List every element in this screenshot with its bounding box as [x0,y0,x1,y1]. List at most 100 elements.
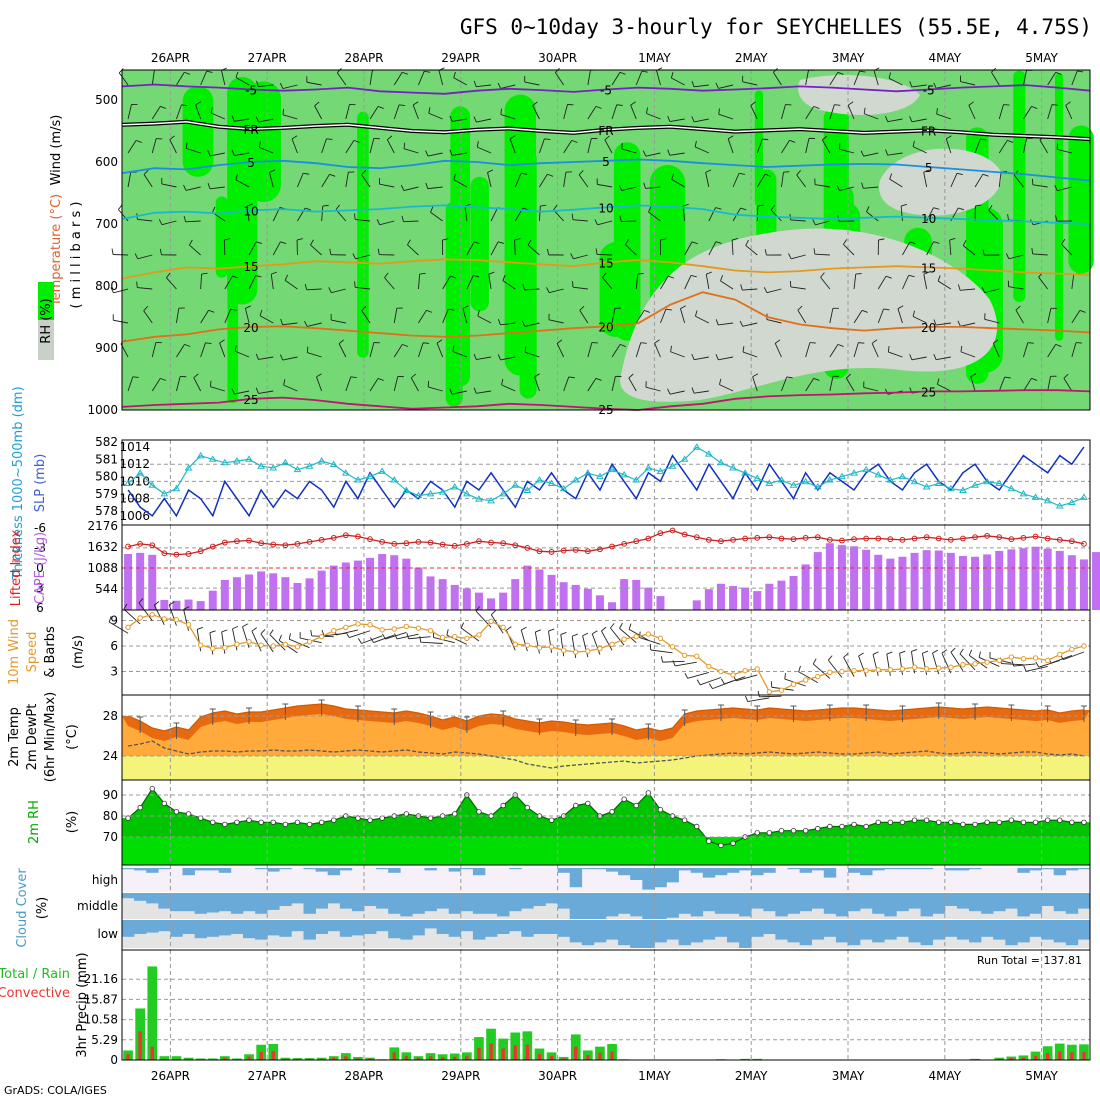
upper-wind-barb-flag [694,140,697,147]
upper-wind-barb [752,376,758,392]
upper-wind-barb [911,356,927,361]
wind-speed-point [464,635,470,642]
upper-wind-barb [221,70,226,86]
wind-barb [610,627,625,646]
cloud-middle-bar [581,893,595,919]
thickness-point [426,489,435,497]
upper-wind-barb [998,376,1006,392]
wind-barb [959,653,976,671]
upper-wind-barb [403,220,419,223]
upper-wind-barb-flag [871,339,878,344]
rh-point [476,809,482,815]
cape-ylabel-cape: CAPE (J/kg) [33,532,48,604]
wind-speed-point [621,636,627,642]
li-point [1020,534,1027,541]
rh-moist-patch [227,123,239,404]
wind-barb [373,634,395,643]
wind-barb-flag [672,660,676,667]
upper-wind-barb [863,387,879,392]
upper-wind-barb [572,219,588,222]
upper-wind-barb-flag [134,253,139,260]
upper-wind-barb-flag [946,135,952,140]
thickness-point [354,476,362,483]
upper-wind-barb [805,342,811,358]
rh-point [149,786,155,792]
wind-barb [858,655,867,677]
rh-point [331,817,337,823]
cloud-high-bar [896,868,909,870]
upper-wind-barb-flag [256,80,259,87]
thickness-point [414,491,423,499]
upper-wind-barb-flag [377,105,384,109]
upper-wind-barb-flag [208,309,215,313]
upper-wind-barb-flag [912,140,915,147]
thickness-point [196,451,205,459]
top-date-label: 29APR [441,51,480,65]
cloud-high-bar [1041,868,1054,870]
upper-wind-barb [839,186,855,192]
upper-wind-barb [628,377,637,392]
wind-ylabel-title: 10m Wind [7,619,22,685]
upper-wind-barb-flag [981,287,986,293]
cape-bar [656,596,665,610]
upper-wind-barb [669,118,685,123]
wind-speed-point [790,681,797,687]
isotherm-label: 20 [598,320,613,334]
cloud-ylabel-title: Cloud Cover [15,868,30,948]
upper-wind-barb [355,219,371,222]
wind-barb-flag [209,630,216,634]
cloud-low-bar [230,920,244,934]
wind-speed-point [560,647,567,653]
upper-wind-barb-flag [132,376,139,378]
wind-speed-point [730,672,736,678]
thickness-point [704,450,713,457]
cloud-middle-bar [557,893,570,909]
thickness-point [293,465,302,473]
upper-wind-barb-flag [524,346,527,353]
cloud-low-bar [351,920,365,936]
upper-wind-barb-flag [304,283,308,290]
cloud-middle-bar [412,893,425,914]
cloud-row-label: high [92,873,118,887]
li-point [826,536,833,543]
upper-wind-barb [1032,184,1048,188]
upper-wind-barb [418,274,421,290]
upper-wind-barb [297,172,304,188]
wind-barb-flag [872,651,879,655]
upper-wind-barb-flag [303,172,310,175]
upper-wind-barb [742,288,758,291]
li-point [391,540,398,547]
upper-wind-barb [210,112,226,120]
cloud-low-bar [509,920,522,932]
wind-speed-point [210,645,216,652]
isotherm-label: 10 [598,201,613,215]
wind-barb [251,631,262,652]
upper-wind-barb-flag [500,108,502,115]
cloud-high-bar [920,868,933,870]
upper-wind-barb [949,240,952,256]
upper-wind-barb [223,239,226,256]
rh-moist-patch [182,86,214,177]
upper-wind-barb [355,286,371,290]
wind-speed-point [681,652,688,659]
cloud-low-bar [557,920,570,937]
cloud-low-bar [872,920,885,943]
rh-point [125,815,131,821]
upper-wind-barb-flag [866,206,870,212]
upper-wind-barb [151,378,161,392]
li-point [621,540,628,547]
upper-wind-barb-flag [487,169,494,173]
upper-wind-barb-flag [980,138,987,141]
rh-point [609,809,615,815]
upper-wind-barb [176,376,181,392]
cape-bar [281,577,290,610]
isotherm-label: 5 [925,161,933,175]
upper-wind-barb-flag [858,342,865,344]
upper-wind-barb [781,140,790,154]
precip-convective-bar [356,1058,360,1060]
upper-wind-barb [514,239,516,256]
wind-speed-point [718,668,724,675]
upper-wind-barb [563,376,570,392]
thickness-point [281,458,290,466]
isotherm-label: 15 [243,260,258,274]
